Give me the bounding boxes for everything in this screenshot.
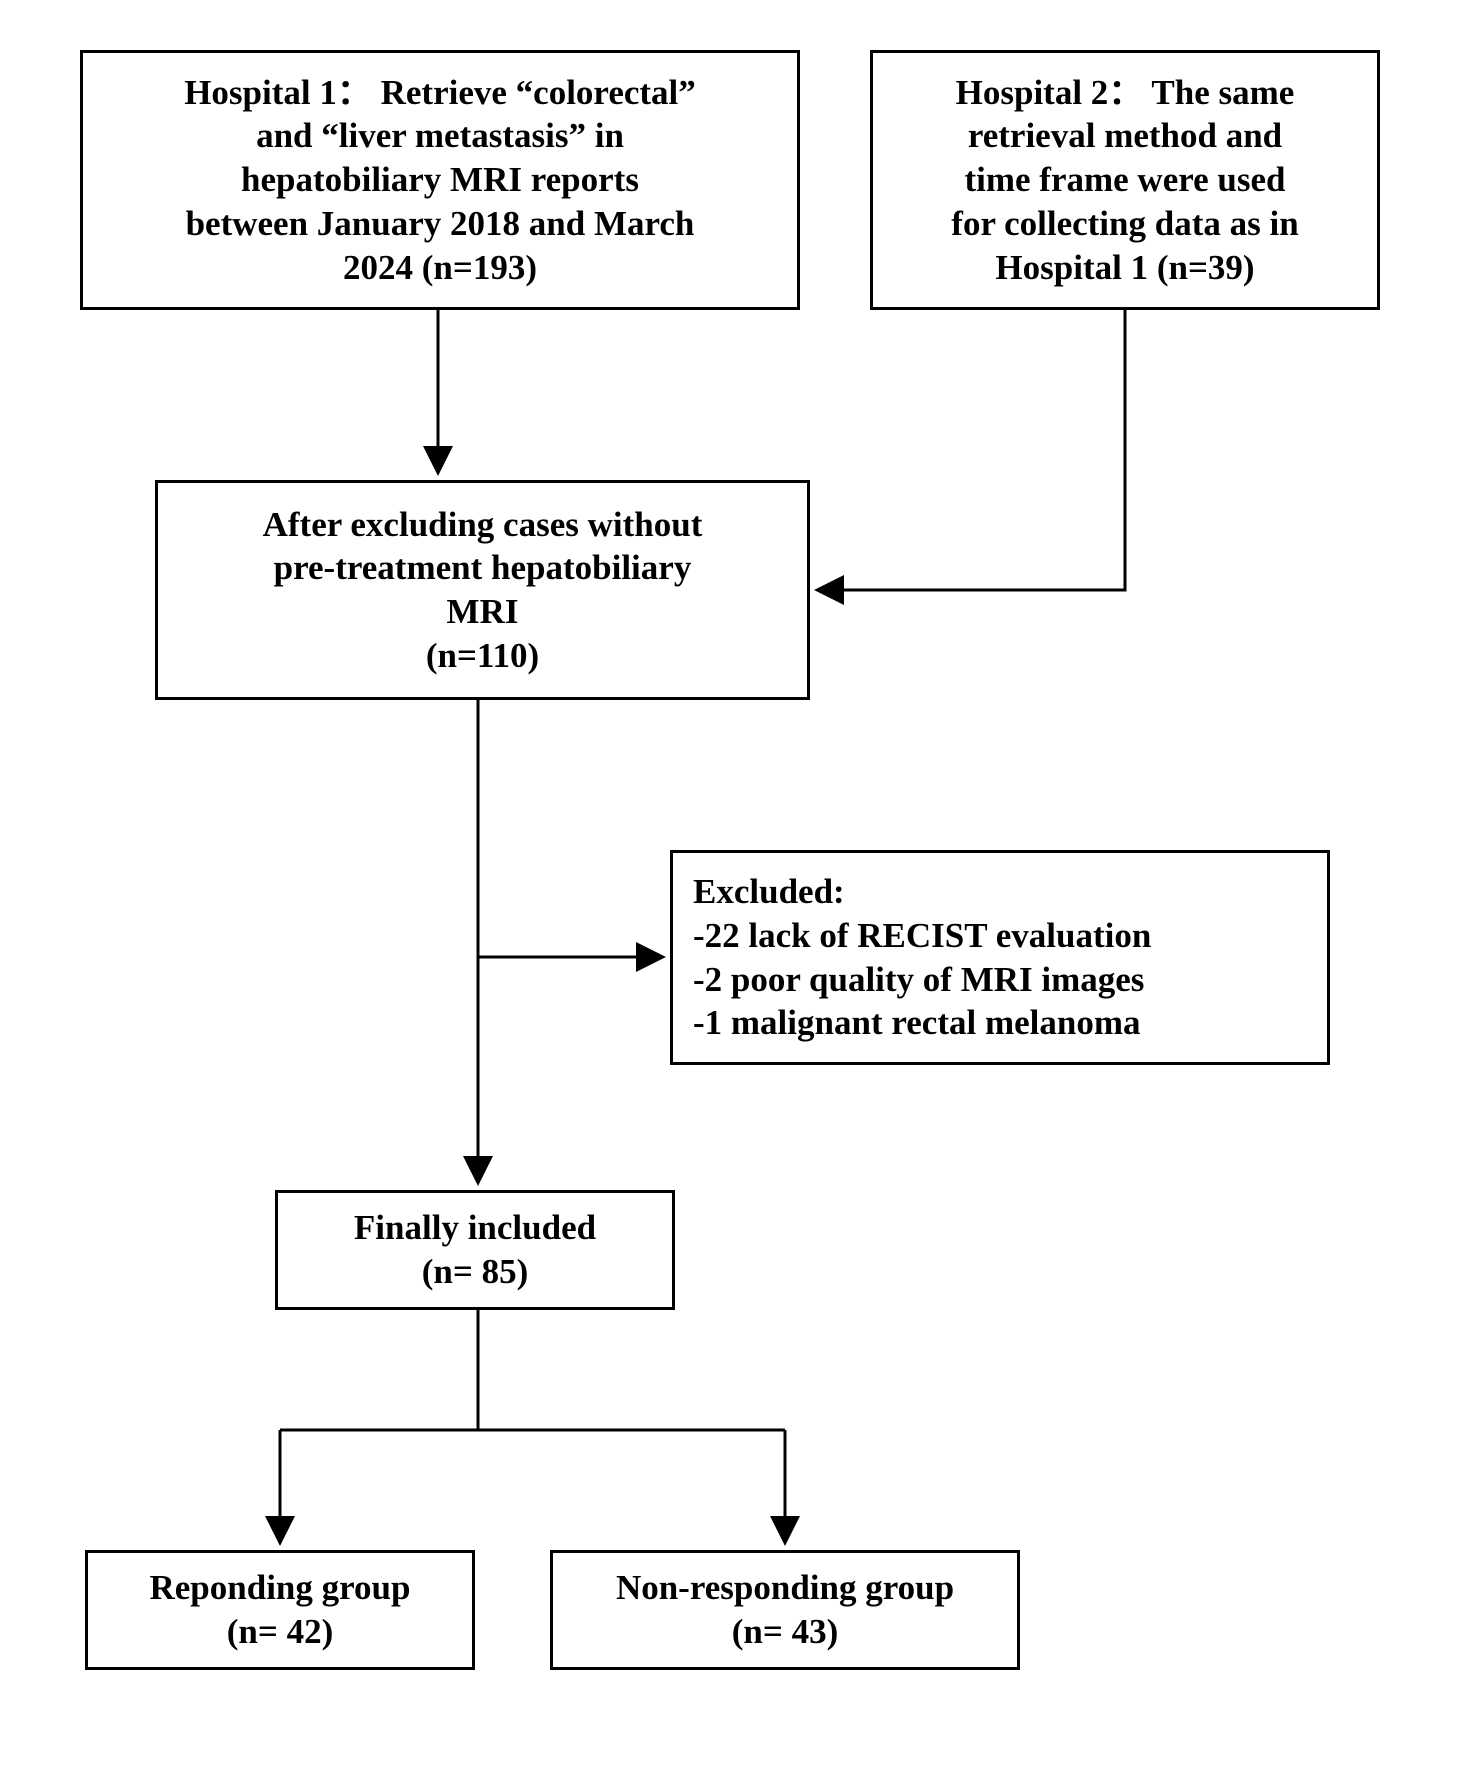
node-responding-group: Reponding group (n= 42) — [85, 1550, 475, 1670]
node-after-exclude: After excluding cases without pre-treatm… — [155, 480, 810, 700]
node-responding-text: Reponding group (n= 42) — [150, 1566, 411, 1654]
node-hospital1-text: Hospital 1： Retrieve “colorectal” and “l… — [184, 71, 696, 290]
node-finally-included: Finally included (n= 85) — [275, 1190, 675, 1310]
node-excluded: Excluded: -22 lack of RECIST evaluation … — [670, 850, 1330, 1065]
flowchart-canvas: Hospital 1： Retrieve “colorectal” and “l… — [40, 40, 1420, 1725]
node-after-exclude-text: After excluding cases without pre-treatm… — [263, 503, 703, 678]
node-hospital2: Hospital 2： The same retrieval method an… — [870, 50, 1380, 310]
node-excluded-text: Excluded: -22 lack of RECIST evaluation … — [693, 870, 1151, 1045]
node-nonresponding-text: Non-responding group (n= 43) — [616, 1566, 954, 1654]
node-nonresponding-group: Non-responding group (n= 43) — [550, 1550, 1020, 1670]
node-hospital2-text: Hospital 2： The same retrieval method an… — [951, 71, 1298, 290]
node-finally-text: Finally included (n= 85) — [354, 1206, 596, 1294]
node-hospital1: Hospital 1： Retrieve “colorectal” and “l… — [80, 50, 800, 310]
